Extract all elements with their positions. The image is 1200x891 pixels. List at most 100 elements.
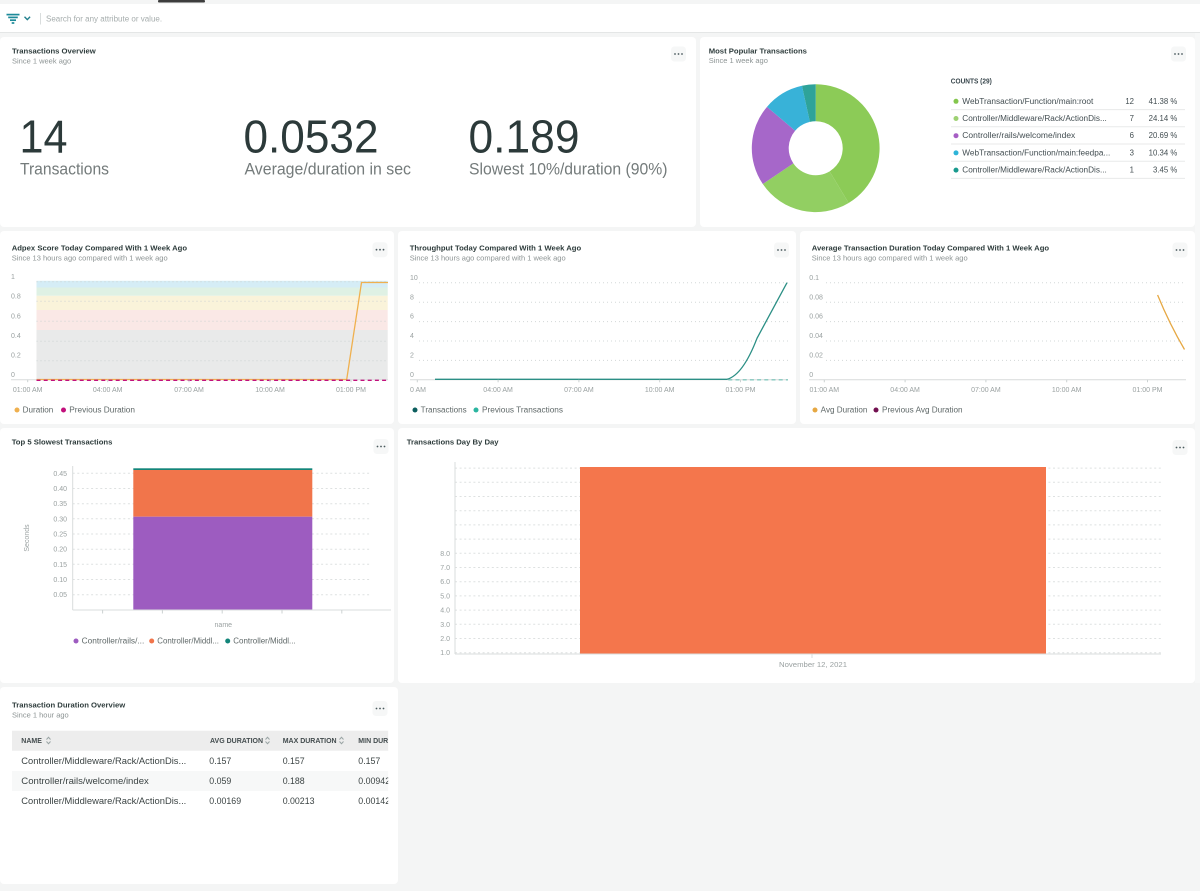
svg-text:NAME: NAME xyxy=(21,738,42,745)
svg-text:0.2: 0.2 xyxy=(11,353,21,360)
svg-text:0.00942: 0.00942 xyxy=(358,776,390,786)
svg-text:5.0: 5.0 xyxy=(440,593,450,600)
svg-text:Most Popular Transactions: Most Popular Transactions xyxy=(709,47,807,56)
svg-text:AVG DURATION: AVG DURATION xyxy=(210,738,263,745)
svg-text:04:00 AM: 04:00 AM xyxy=(483,387,513,394)
svg-text:Slowest 10%/duration (90%): Slowest 10%/duration (90%) xyxy=(469,160,668,178)
svg-text:7: 7 xyxy=(1130,114,1134,123)
svg-text:Controller/Middl...: Controller/Middl... xyxy=(157,637,219,646)
svg-text:Adpex Score Today Compared Wit: Adpex Score Today Compared With 1 Week A… xyxy=(12,244,188,253)
svg-text:10:00 AM: 10:00 AM xyxy=(645,387,675,394)
svg-text:0: 0 xyxy=(11,372,15,379)
svg-text:01:00 AM: 01:00 AM xyxy=(810,387,840,394)
svg-text:Since 13 hours ago compared wi: Since 13 hours ago compared with 1 week … xyxy=(410,254,566,263)
svg-text:Since 1 hour ago: Since 1 hour ago xyxy=(12,711,69,720)
svg-text:0.189: 0.189 xyxy=(469,110,580,162)
svg-text:3: 3 xyxy=(1130,148,1134,157)
svg-text:November 12, 2021: November 12, 2021 xyxy=(779,662,847,669)
svg-text:12: 12 xyxy=(1125,97,1134,106)
svg-text:0.06: 0.06 xyxy=(809,314,823,321)
svg-text:MAX DURATION: MAX DURATION xyxy=(283,738,337,745)
svg-text:COUNTS (29): COUNTS (29) xyxy=(951,76,992,85)
svg-text:10:00 AM: 10:00 AM xyxy=(1052,387,1082,394)
svg-text:3.45 %: 3.45 % xyxy=(1153,166,1177,175)
svg-text:Average/duration in sec: Average/duration in sec xyxy=(245,160,412,178)
svg-text:Previous Transactions: Previous Transactions xyxy=(482,406,563,415)
svg-text:Controller/Middleware/Rack/Act: Controller/Middleware/Rack/ActionDis... xyxy=(962,114,1107,123)
svg-text:Controller/rails/...: Controller/rails/... xyxy=(82,637,145,646)
svg-text:0.00169: 0.00169 xyxy=(209,796,241,806)
svg-text:0.05: 0.05 xyxy=(53,592,67,599)
svg-text:Average Transaction Duration T: Average Transaction Duration Today Compa… xyxy=(812,244,1050,253)
svg-text:10.34 %: 10.34 % xyxy=(1149,148,1178,157)
svg-text:6: 6 xyxy=(410,314,414,321)
svg-text:Transactions Overview: Transactions Overview xyxy=(12,47,96,56)
svg-text:41.38 %: 41.38 % xyxy=(1149,97,1178,106)
svg-text:0.00213: 0.00213 xyxy=(283,796,315,806)
svg-text:0.0532: 0.0532 xyxy=(244,110,379,162)
svg-text:8: 8 xyxy=(410,294,414,301)
svg-text:4: 4 xyxy=(410,333,414,340)
svg-text:Previous Avg Duration: Previous Avg Duration xyxy=(882,406,963,415)
svg-text:0.10: 0.10 xyxy=(53,577,67,584)
svg-text:MIN DURATION: MIN DURATION xyxy=(358,738,409,745)
svg-text:07:00 AM: 07:00 AM xyxy=(564,387,594,394)
svg-text:0.059: 0.059 xyxy=(209,776,231,786)
svg-text:Since 13 hours ago compared wi: Since 13 hours ago compared with 1 week … xyxy=(12,254,168,263)
svg-text:0: 0 xyxy=(410,372,414,379)
svg-text:Transactions: Transactions xyxy=(20,160,109,178)
svg-text:Since 1 week ago: Since 1 week ago xyxy=(709,56,768,65)
svg-text:0.157: 0.157 xyxy=(358,756,380,766)
svg-text:20.69 %: 20.69 % xyxy=(1149,131,1178,140)
svg-text:4.0: 4.0 xyxy=(440,608,450,615)
svg-text:07:00 AM: 07:00 AM xyxy=(174,387,204,394)
svg-text:Transactions Day By Day: Transactions Day By Day xyxy=(407,438,500,447)
svg-text:6.0: 6.0 xyxy=(440,579,450,586)
svg-text:8.0: 8.0 xyxy=(440,551,450,558)
svg-text:Since 1 week ago: Since 1 week ago xyxy=(12,56,71,65)
svg-text:Duration: Duration xyxy=(23,406,54,415)
svg-text:2: 2 xyxy=(410,353,414,360)
svg-text:24.14 %: 24.14 % xyxy=(1149,114,1178,123)
svg-text:0.6: 0.6 xyxy=(11,314,21,321)
svg-text:1: 1 xyxy=(11,274,15,281)
svg-text:0: 0 xyxy=(809,372,813,379)
svg-text:04:00 AM: 04:00 AM xyxy=(890,387,920,394)
svg-text:name: name xyxy=(215,622,233,629)
svg-text:0 AM: 0 AM xyxy=(410,387,426,394)
svg-text:01:00 PM: 01:00 PM xyxy=(1133,387,1163,394)
svg-text:0.35: 0.35 xyxy=(53,501,67,508)
svg-text:07:00 AM: 07:00 AM xyxy=(971,387,1001,394)
svg-text:01:00 PM: 01:00 PM xyxy=(336,387,366,394)
svg-text:0.157: 0.157 xyxy=(209,756,231,766)
svg-text:04:00 AM: 04:00 AM xyxy=(93,387,123,394)
svg-text:2.0: 2.0 xyxy=(440,636,450,643)
svg-text:Controller/Middl...: Controller/Middl... xyxy=(233,637,295,646)
svg-text:WebTransaction/Function/main:r: WebTransaction/Function/main:root xyxy=(962,97,1094,106)
svg-text:Avg Duration: Avg Duration xyxy=(821,406,868,415)
svg-text:1: 1 xyxy=(1130,166,1134,175)
svg-text:0.04: 0.04 xyxy=(809,333,823,340)
svg-text:10: 10 xyxy=(410,275,418,282)
svg-text:0.157: 0.157 xyxy=(283,756,305,766)
svg-text:Controller/Middleware/Rack/Act: Controller/Middleware/Rack/ActionDis... xyxy=(962,166,1107,175)
svg-text:7.0: 7.0 xyxy=(440,565,450,572)
svg-text:3.0: 3.0 xyxy=(440,622,450,629)
svg-text:0.25: 0.25 xyxy=(53,532,67,539)
svg-text:0.00142: 0.00142 xyxy=(358,796,390,806)
svg-text:Controller/rails/welcome/index: Controller/rails/welcome/index xyxy=(21,776,149,786)
svg-text:Controller/rails/welcome/index: Controller/rails/welcome/index xyxy=(962,131,1075,140)
svg-text:0.02: 0.02 xyxy=(809,353,823,360)
svg-text:WebTransaction/Function/main:f: WebTransaction/Function/main:feedpa... xyxy=(962,148,1110,157)
svg-text:01:00 PM: 01:00 PM xyxy=(726,387,756,394)
svg-text:0.45: 0.45 xyxy=(53,471,67,478)
svg-text:0.20: 0.20 xyxy=(53,547,67,554)
svg-text:Transactions: Transactions xyxy=(421,406,467,415)
svg-text:1.0: 1.0 xyxy=(440,650,450,657)
svg-text:Top 5 Slowest Transactions: Top 5 Slowest Transactions xyxy=(12,438,113,447)
svg-text:0.188: 0.188 xyxy=(283,776,305,786)
svg-text:Previous Duration: Previous Duration xyxy=(69,406,135,415)
svg-text:Controller/Middleware/Rack/Act: Controller/Middleware/Rack/ActionDis... xyxy=(21,756,186,766)
svg-text:Seconds: Seconds xyxy=(24,524,31,552)
svg-text:0.40: 0.40 xyxy=(53,486,67,493)
